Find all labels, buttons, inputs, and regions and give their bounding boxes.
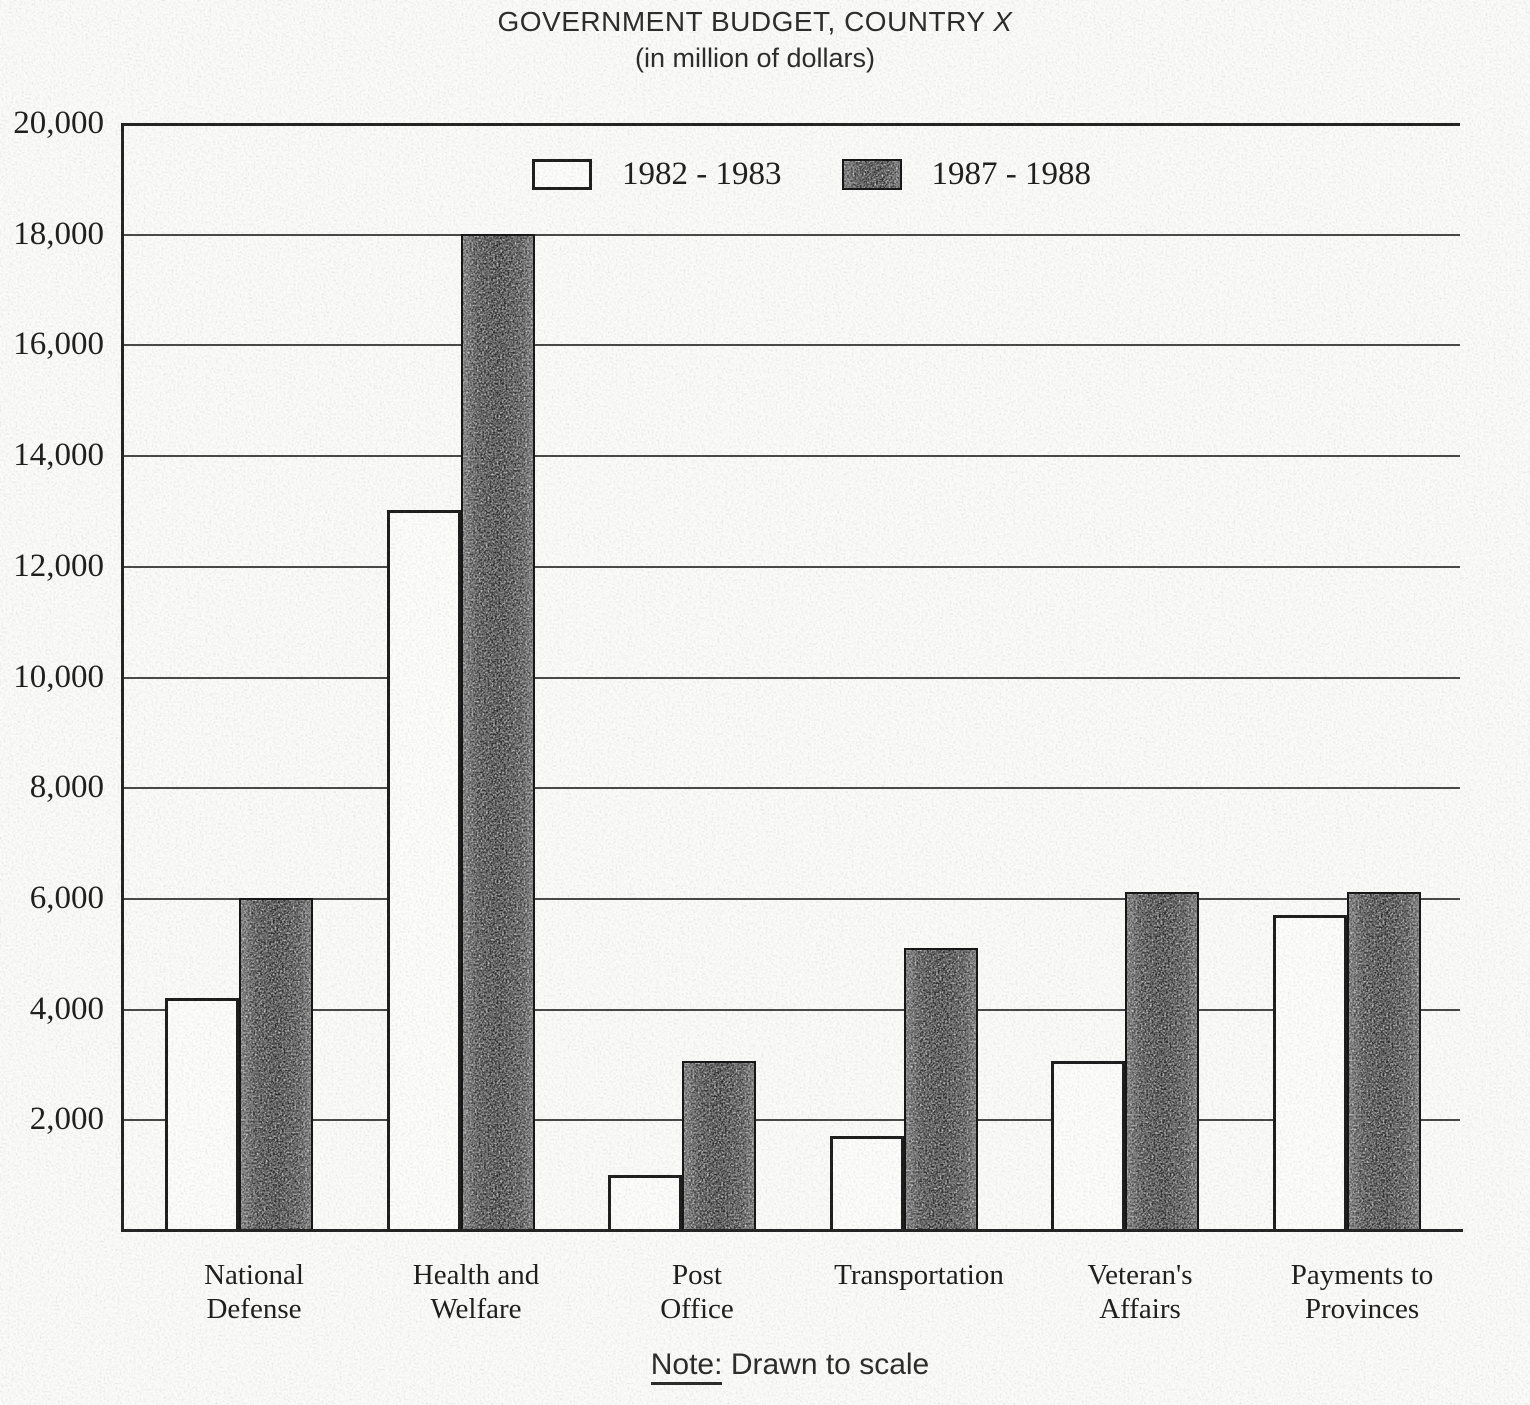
legend-label: 1987 - 1988 bbox=[931, 156, 1092, 192]
bar-health-and-welfare-1987-1988 bbox=[460, 233, 535, 1230]
y-tick-label-6000: 6,000 bbox=[29, 880, 104, 916]
legend: 1982 - 1983 1987 - 1988 bbox=[532, 156, 1091, 193]
bar-post-office-1987-1988 bbox=[682, 1061, 757, 1230]
x-category-label-line: Provinces bbox=[1304, 1293, 1420, 1325]
bar-national-defense-1982-1983 bbox=[165, 997, 239, 1230]
y-tick-label-14000: 14,000 bbox=[13, 437, 104, 473]
chart-title: GOVERNMENT BUDGET, COUNTRY X bbox=[0, 6, 1510, 38]
note-text: Drawn to scale bbox=[730, 1348, 930, 1381]
chart-title-text: GOVERNMENT BUDGET, COUNTRY bbox=[497, 6, 986, 37]
bar-veteran-s-affairs-1982-1983 bbox=[1051, 1061, 1126, 1230]
bar-texture bbox=[1127, 894, 1198, 1230]
gridline-4000 bbox=[122, 1008, 1460, 1011]
gridline-14000 bbox=[122, 455, 1460, 458]
gridline-10000 bbox=[122, 676, 1460, 679]
y-tick-label-12000: 12,000 bbox=[13, 548, 104, 584]
y-tick-label-2000: 2,000 bbox=[29, 1101, 104, 1137]
title-block: GOVERNMENT BUDGET, COUNTRY X (in million… bbox=[0, 6, 1510, 74]
x-axis-line bbox=[121, 1229, 1463, 1232]
legend-swatch-dark bbox=[841, 159, 902, 190]
legend-item-1982-1983: 1982 - 1983 bbox=[532, 156, 782, 193]
y-tick-label-4000: 4,000 bbox=[29, 991, 104, 1027]
bar-texture bbox=[843, 161, 900, 188]
gridline-20000 bbox=[122, 123, 1460, 126]
y-tick-label-10000: 10,000 bbox=[13, 659, 104, 695]
bar-texture bbox=[684, 1063, 755, 1230]
gridline-18000 bbox=[122, 233, 1460, 236]
bar-payments-to-provinces-1987-1988 bbox=[1347, 892, 1421, 1230]
bar-national-defense-1987-1988 bbox=[239, 897, 313, 1230]
bar-payments-to-provinces-1982-1983 bbox=[1273, 914, 1347, 1230]
legend-item-1987-1988: 1987 - 1988 bbox=[841, 156, 1092, 193]
plot-area: 1982 - 1983 1987 - 1988 bbox=[121, 123, 1463, 1232]
gridline-12000 bbox=[122, 565, 1460, 568]
bar-transportation-1987-1988 bbox=[903, 947, 978, 1230]
y-tick-label-20000: 20,000 bbox=[13, 105, 104, 141]
x-category-label-payments-to-provinces: Payments to Provinces bbox=[1222, 1258, 1502, 1326]
gridline-6000 bbox=[122, 897, 1460, 900]
bar-texture bbox=[241, 899, 311, 1230]
bar-texture bbox=[905, 949, 976, 1230]
gridline-8000 bbox=[122, 787, 1460, 790]
gridline-2000 bbox=[122, 1119, 1460, 1122]
y-axis-line bbox=[121, 123, 124, 1230]
y-tick-label-8000: 8,000 bbox=[29, 769, 104, 805]
bar-health-and-welfare-1982-1983 bbox=[386, 510, 461, 1230]
chart-subtitle: (in million of dollars) bbox=[634, 43, 876, 73]
bar-transportation-1982-1983 bbox=[829, 1135, 904, 1230]
x-category-label-line: Office bbox=[660, 1293, 734, 1325]
y-tick-label-16000: 16,000 bbox=[13, 326, 104, 362]
note-label: Note: bbox=[650, 1348, 723, 1385]
note: Note: Drawn to scale bbox=[0, 1348, 1530, 1385]
chart-title-country-x: X bbox=[993, 6, 1013, 37]
bar-texture bbox=[462, 235, 533, 1230]
bar-post-office-1982-1983 bbox=[608, 1174, 683, 1230]
legend-swatch-light bbox=[532, 159, 592, 190]
bar-veteran-s-affairs-1987-1988 bbox=[1125, 892, 1200, 1230]
x-category-label-line: Payments to bbox=[1290, 1259, 1434, 1291]
y-tick-label-18000: 18,000 bbox=[13, 216, 104, 252]
bar-texture bbox=[1349, 894, 1419, 1230]
legend-label: 1982 - 1983 bbox=[622, 156, 782, 192]
gridline-16000 bbox=[122, 344, 1460, 347]
